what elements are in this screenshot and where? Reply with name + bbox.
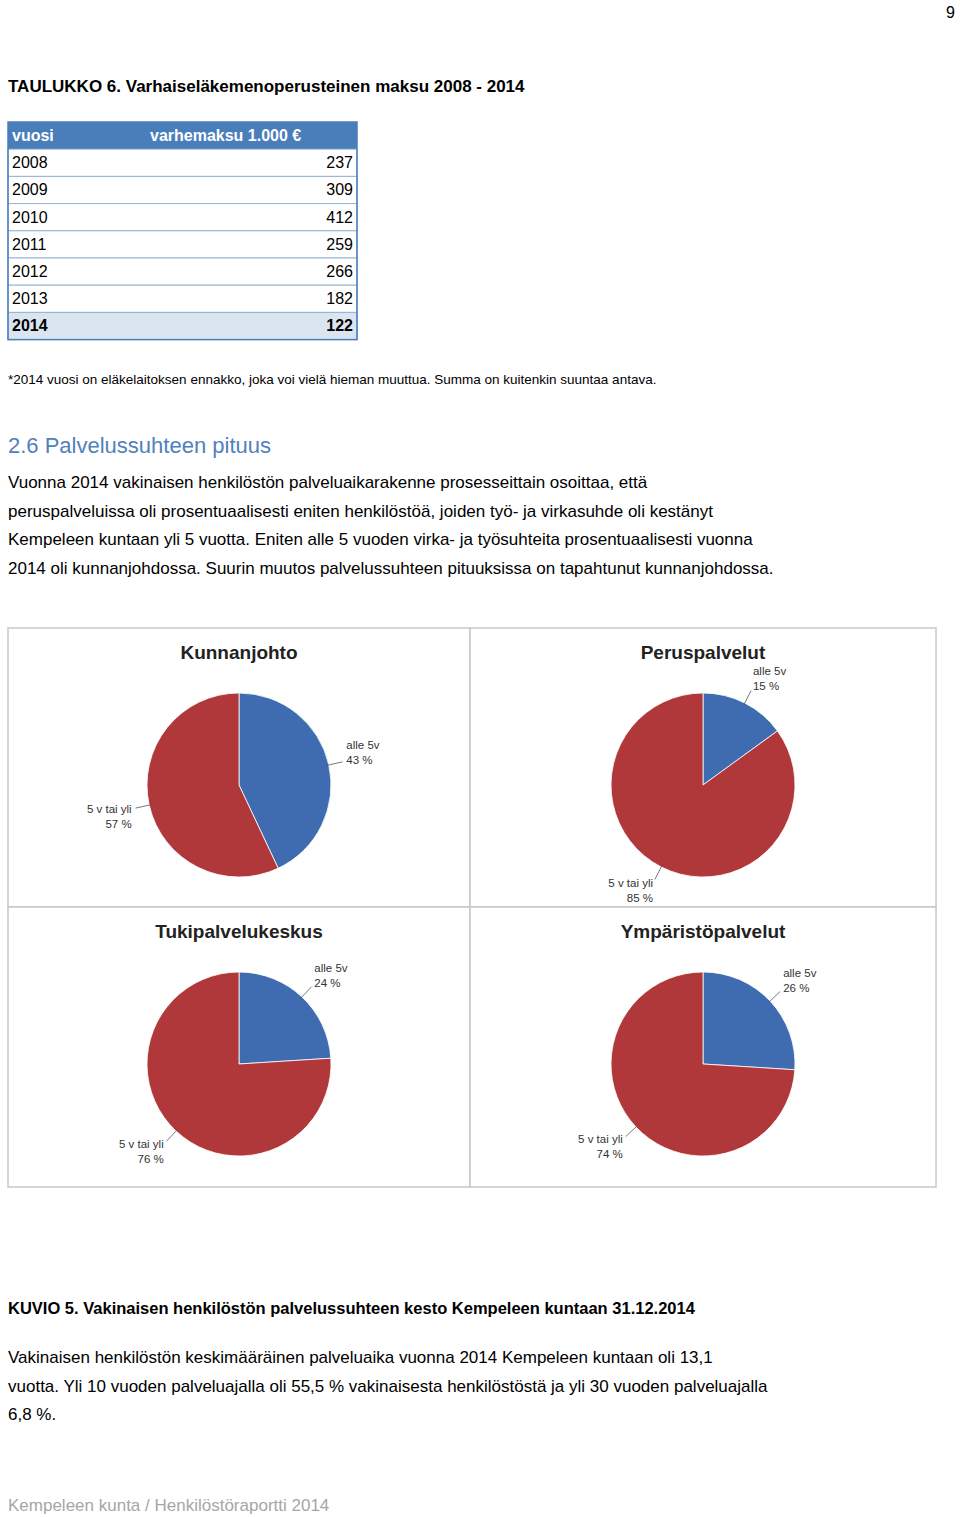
data-label-category: alle 5v: [314, 962, 347, 974]
pie: alle 5v 26 % 5 v tai yli 74 %: [578, 967, 817, 1161]
table-row-bg: [8, 312, 357, 339]
leader-line: [326, 762, 342, 766]
table-cell: 2013: [12, 290, 48, 307]
chart-frame: [8, 907, 470, 1187]
data-label-category: alle 5v: [346, 739, 379, 751]
table-row-bg: [8, 231, 357, 258]
page: 9 TAULUKKO 6. Varhaiseläkemenoperusteinen…: [0, 0, 960, 1517]
table-cell: 122: [326, 317, 353, 334]
paragraph-line: Vuonna 2014 vakinaisen henkilöstön palve…: [8, 473, 648, 492]
data-label-value: 57 %: [105, 818, 131, 830]
leader-line: [655, 865, 663, 880]
table-cell: 182: [326, 290, 353, 307]
data-label-value: 43 %: [346, 754, 372, 766]
pie-chart: Peruspalvelut alle 5v 15 % 5 v tai yli 85 %: [470, 628, 936, 907]
pie-slice: [611, 693, 795, 877]
pie-slice: [611, 972, 795, 1156]
chart-frame: [8, 628, 470, 907]
table-row-bg: [8, 204, 357, 231]
pie-chart: Tukipalvelukeskus alle 5v 24 % 5 v tai yli 7…: [8, 907, 470, 1187]
chart-title: Kunnanjohto: [180, 642, 297, 663]
table-row-bg: [8, 149, 357, 176]
footer: Kempeleen kunta / Henkilöstöraportti 201…: [8, 1496, 329, 1515]
table-row-bg: [8, 176, 357, 203]
table-cell: 2014: [12, 317, 48, 334]
leader-line: [166, 1129, 177, 1141]
chart-title: Ympäristöpalvelut: [621, 921, 786, 942]
data-label-value: 15 %: [753, 680, 779, 692]
pie-slice: [147, 693, 278, 877]
data-label-category: 5 v tai yli: [608, 877, 653, 889]
data-label-category: 5 v tai yli: [119, 1138, 164, 1150]
paragraph-line: Kempeleen kuntaan yli 5 vuotta. Eniten a…: [8, 530, 753, 549]
chart-title: Peruspalvelut: [641, 642, 766, 663]
table-cell: 309: [326, 181, 353, 198]
leader-line: [136, 804, 152, 808]
pie-slice: [703, 972, 795, 1070]
data-label-category: 5 v tai yli: [87, 803, 132, 815]
chart-frame: [470, 907, 936, 1187]
chart-frame: [470, 628, 936, 907]
figure-caption: KUVIO 5. Vakinaisen henkilöstön palvelus…: [8, 1299, 696, 1317]
table-row-bg: [8, 285, 357, 312]
data-label-category: 5 v tai yli: [578, 1133, 623, 1145]
table-cell: 2012: [12, 263, 48, 280]
section-heading: 2.6 Palvelussuhteen pituus: [8, 433, 271, 458]
leader-line: [744, 691, 752, 706]
paragraph-line: 6,8 %.: [8, 1405, 56, 1424]
leader-line: [768, 991, 780, 1002]
table-cell: 266: [326, 263, 353, 280]
data-label-category: alle 5v: [783, 967, 816, 979]
table: vuosi varhemaksu 1.000 € 2008 237 2009 309 201…: [8, 122, 357, 340]
table-cell: 2008: [12, 154, 48, 171]
table-title: TAULUKKO 6. Varhaiseläkemenoperusteinen …: [8, 77, 525, 96]
table-cell: 2010: [12, 209, 48, 226]
page-number: 9: [946, 4, 955, 21]
chart-title: Tukipalvelukeskus: [155, 921, 323, 942]
table-header-cell: varhemaksu 1.000 €: [150, 127, 301, 144]
pie: alle 5v 15 % 5 v tai yli 85 %: [608, 665, 795, 904]
footnote: *2014 vuosi on eläkelaitoksen ennakko, j…: [8, 372, 656, 387]
pie-chart: Kunnanjohto alle 5v 43 % 5 v tai yli 57 %: [8, 628, 470, 907]
pie-chart: Ympäristöpalvelut alle 5v 26 % 5 v tai yli 7…: [470, 907, 936, 1187]
pie-slice: [147, 972, 331, 1156]
paragraph-line: Vakinaisen henkilöstön keskimääräinen pa…: [8, 1348, 713, 1367]
table-border: [8, 122, 357, 340]
data-label-value: 76 %: [137, 1153, 163, 1165]
pie: alle 5v 24 % 5 v tai yli 76 %: [119, 962, 348, 1165]
data-label-value: 74 %: [597, 1148, 623, 1160]
data-label-value: 85 %: [627, 892, 653, 904]
table-cell: 259: [326, 236, 353, 253]
paragraph-line: peruspalveluissa oli prosentuaalisesti e…: [8, 502, 713, 521]
leader-line: [626, 1125, 638, 1136]
table-cell: 2011: [12, 236, 47, 253]
paragraph-line: vuotta. Yli 10 vuoden palveluajalla oli …: [8, 1377, 768, 1396]
pie: alle 5v 43 % 5 v tai yli 57 %: [87, 693, 380, 877]
table-cell: 412: [326, 209, 353, 226]
data-label-category: alle 5v: [753, 665, 786, 677]
leader-line: [300, 987, 311, 999]
table-row-bg: [8, 258, 357, 285]
data-label-value: 24 %: [314, 977, 340, 989]
data-label-value: 26 %: [783, 982, 809, 994]
table-header-cell: vuosi: [12, 127, 54, 144]
table-header-bg: [8, 122, 357, 149]
paragraph-line: 2014 oli kunnanjohdossa. Suurin muutos p…: [8, 559, 774, 578]
table-cell: 237: [326, 154, 353, 171]
table-cell: 2009: [12, 181, 48, 198]
